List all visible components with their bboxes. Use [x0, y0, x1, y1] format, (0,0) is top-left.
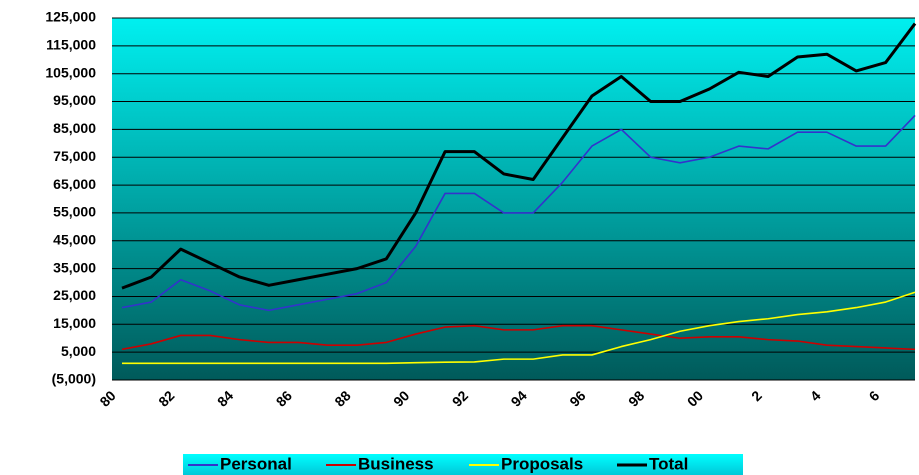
- x-tick-label: 84: [214, 387, 236, 409]
- x-tick-label: 4: [807, 387, 824, 404]
- x-tick-label: 88: [331, 387, 353, 409]
- legend-box: [183, 454, 743, 475]
- y-tick-label: 125,000: [45, 9, 96, 25]
- x-tick-label: 00: [684, 387, 706, 409]
- y-tick-label: 115,000: [46, 37, 96, 53]
- y-tick-label: 85,000: [53, 120, 96, 136]
- x-tick-label: 82: [155, 387, 177, 409]
- x-tick-label: 86: [273, 387, 295, 409]
- y-tick-label: 15,000: [53, 315, 96, 331]
- x-tick-label: 92: [449, 387, 471, 409]
- x-tick-label: 2: [748, 387, 765, 404]
- y-tick-label: 55,000: [53, 204, 96, 220]
- legend-label: Personal: [220, 454, 292, 473]
- line-series: [121, 22, 917, 290]
- line-series: [121, 324, 916, 351]
- x-tick-label: 80: [96, 387, 118, 409]
- line-series: [121, 114, 916, 312]
- x-tick-label: 96: [566, 387, 588, 409]
- y-tick-label: 45,000: [53, 231, 96, 247]
- legend-label: Total: [649, 454, 688, 473]
- y-tick-label: 25,000: [53, 287, 96, 303]
- legend-label: Business: [358, 454, 434, 473]
- x-tick-label: 94: [508, 387, 530, 409]
- y-tick-label: 95,000: [53, 92, 96, 108]
- legend-label: Proposals: [501, 454, 583, 473]
- x-tick-label: 90: [390, 387, 412, 409]
- line-series: [122, 291, 916, 365]
- y-tick-label: (5,000): [52, 371, 96, 387]
- y-tick-label: 5,000: [61, 343, 96, 359]
- y-tick-label: 105,000: [45, 64, 96, 80]
- y-tick-label: 75,000: [53, 148, 96, 164]
- x-tick-label: 6: [866, 387, 883, 404]
- y-tick-label: 35,000: [53, 259, 96, 275]
- plot-area: [112, 18, 915, 380]
- x-tick-label: 98: [625, 387, 647, 409]
- y-tick-label: 65,000: [53, 176, 96, 192]
